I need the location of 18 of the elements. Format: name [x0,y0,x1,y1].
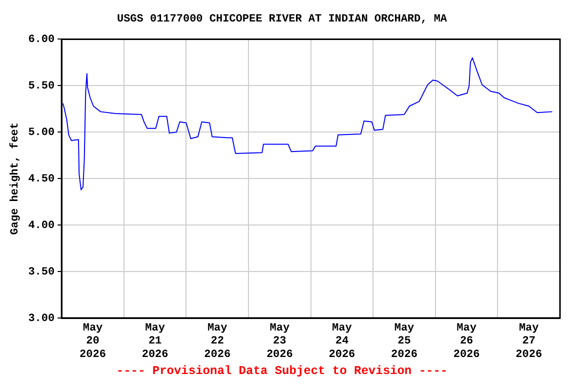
text: ---- Provisional Data Subject to Revision ---- [116,364,448,378]
x-tick-label: May 23 2026 [266,322,293,361]
x-tick-label: May 27 2026 [516,322,542,361]
y-tick-label: 6.00 [28,34,55,46]
x-tick-label: May 21 2026 [142,322,168,361]
y-tick-label: 3.50 [28,266,55,278]
x-tick-label: May 26 2026 [453,322,480,361]
x-tick-label: May 24 2026 [328,322,356,361]
y-tick-label: 4.00 [28,220,55,232]
y-tick-label: 5.00 [28,126,55,139]
y-tick-label: 3.00 [28,312,55,325]
y-tick-label: 4.50 [28,173,55,186]
x-tick-label: May 22 2026 [204,322,231,361]
x-tick-label: May 20 2026 [80,322,106,361]
chart-title: USGS 01177000 CHICOPEE RIVER AT INDIAN ORCHARD, MA [116,13,448,26]
x-tick-label: May 25 2026 [391,322,418,361]
y-axis-title: Gage height, feet [8,122,22,235]
y-tick-label: 5.50 [28,80,55,92]
